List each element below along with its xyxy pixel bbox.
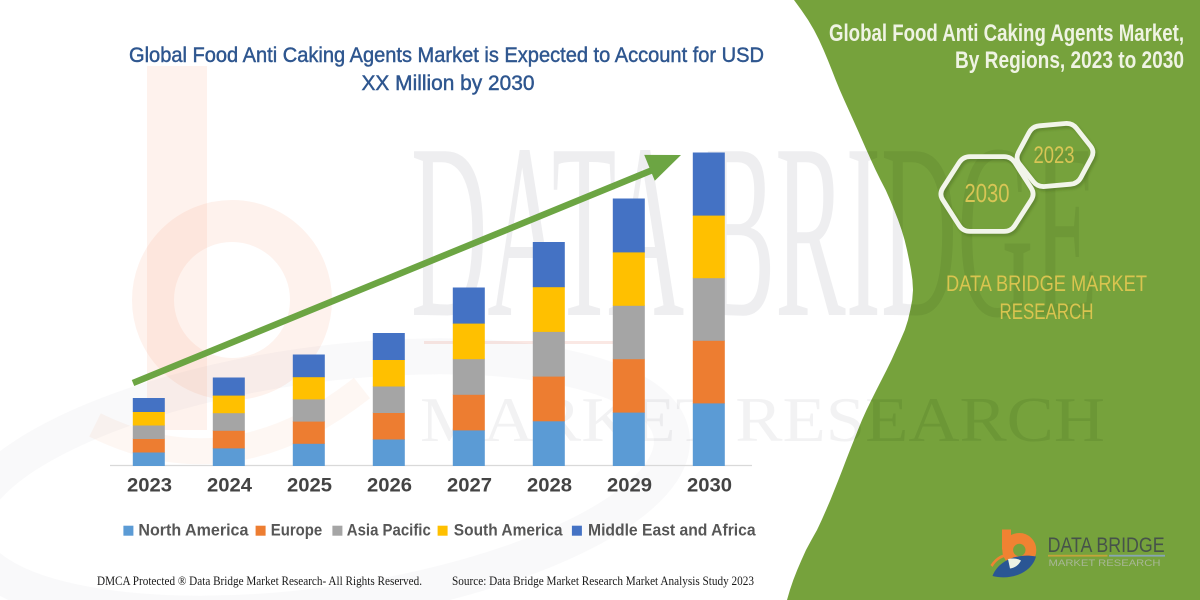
svg-text:2023: 2023 xyxy=(1034,142,1075,169)
svg-text:DATA BRIDGE MARKET: DATA BRIDGE MARKET xyxy=(946,271,1147,296)
svg-text:2030: 2030 xyxy=(965,178,1010,208)
svg-text:XX Million by 2030: XX Million by 2030 xyxy=(362,72,535,95)
svg-text:Global Food Anti Caking Agents: Global Food Anti Caking Agents Market, xyxy=(829,20,1184,47)
svg-text:MARKET RESEARCH: MARKET RESEARCH xyxy=(420,385,1105,455)
svg-text:South America: South America xyxy=(454,520,563,539)
svg-text:DMCA Protected ® Data Bridge M: DMCA Protected ® Data Bridge Market Rese… xyxy=(97,574,422,588)
svg-text:RESEARCH: RESEARCH xyxy=(1000,299,1094,324)
svg-text:2024: 2024 xyxy=(207,476,252,497)
svg-text:2023: 2023 xyxy=(127,476,172,497)
svg-text:By Regions, 2023 to 2030: By Regions, 2023 to 2030 xyxy=(955,47,1184,74)
svg-text:MARKET RESEARCH: MARKET RESEARCH xyxy=(1049,558,1161,568)
svg-text:Europe: Europe xyxy=(271,520,322,539)
svg-text:2026: 2026 xyxy=(367,476,412,497)
svg-text:Global Food Anti Caking Agents: Global Food Anti Caking Agents Market is… xyxy=(129,44,764,67)
svg-text:2028: 2028 xyxy=(527,476,572,497)
svg-text:2030: 2030 xyxy=(687,476,732,497)
svg-text:2029: 2029 xyxy=(607,476,652,497)
svg-text:Middle East and Africa: Middle East and Africa xyxy=(588,520,756,539)
svg-text:North America: North America xyxy=(138,520,249,539)
svg-text:Source: Data Bridge Market Res: Source: Data Bridge Market Research Mark… xyxy=(452,574,754,588)
svg-text:2027: 2027 xyxy=(447,476,492,497)
svg-text:DATA BRIDGE: DATA BRIDGE xyxy=(1048,534,1165,557)
svg-text:2025: 2025 xyxy=(287,476,332,497)
svg-text:Asia Pacific: Asia Pacific xyxy=(347,520,431,539)
